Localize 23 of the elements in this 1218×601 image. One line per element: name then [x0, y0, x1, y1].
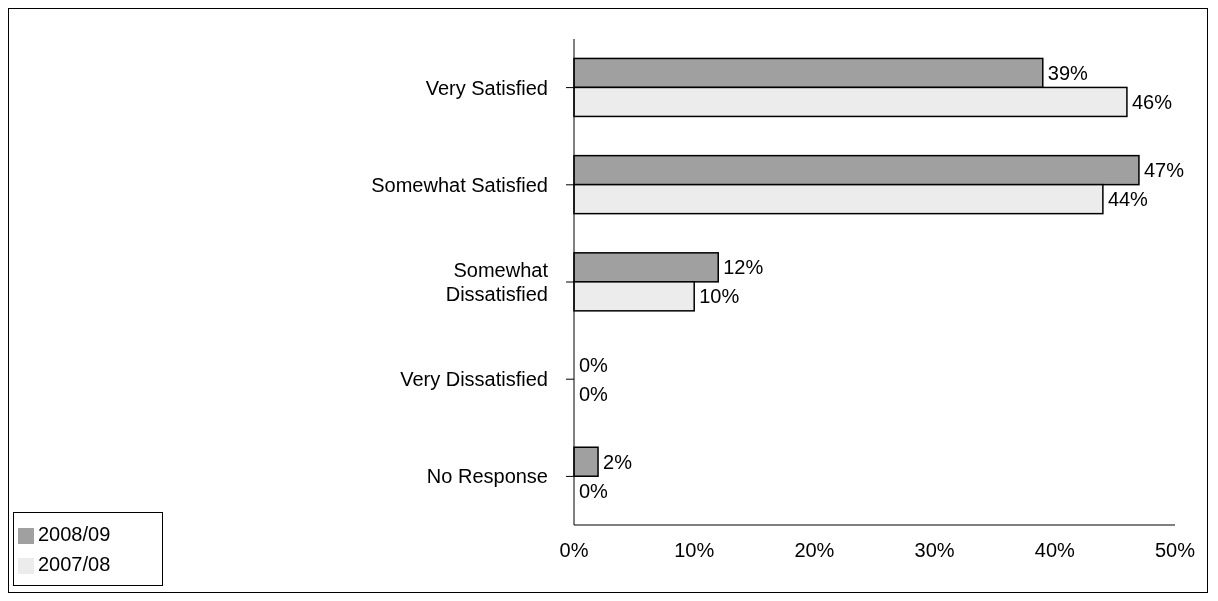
- x-tick-label: 40%: [1034, 539, 1076, 562]
- data-label: 44%: [1107, 188, 1149, 211]
- x-tick-label: 50%: [1154, 539, 1196, 562]
- x-tick-label: 10%: [674, 539, 715, 562]
- y-tick-label: Somewhat Dissatisfied: [445, 259, 549, 305]
- data-label: 0%: [579, 353, 609, 376]
- data-label: 2%: [603, 450, 633, 473]
- y-tick-label: Very Dissatisfied: [400, 368, 548, 391]
- legend-label: 2008/09: [38, 523, 111, 545]
- x-tick-label: 0%: [559, 539, 589, 562]
- data-label: 47%: [1143, 159, 1185, 182]
- legend-label: 2007/08: [38, 553, 111, 575]
- data-label: 0%: [579, 382, 609, 405]
- x-tick-label: 30%: [914, 539, 955, 562]
- y-tick-label: Very Satisfied: [425, 76, 548, 99]
- y-tick-label: No Response: [426, 465, 548, 488]
- data-label: 46%: [1131, 90, 1173, 113]
- data-label: 39%: [1047, 61, 1089, 84]
- y-tick-label: Somewhat Satisfied: [371, 173, 548, 196]
- x-tick-label: 20%: [794, 539, 835, 562]
- data-label: 0%: [579, 479, 609, 502]
- data-label: 10%: [699, 285, 740, 308]
- data-label: 12%: [723, 256, 764, 279]
